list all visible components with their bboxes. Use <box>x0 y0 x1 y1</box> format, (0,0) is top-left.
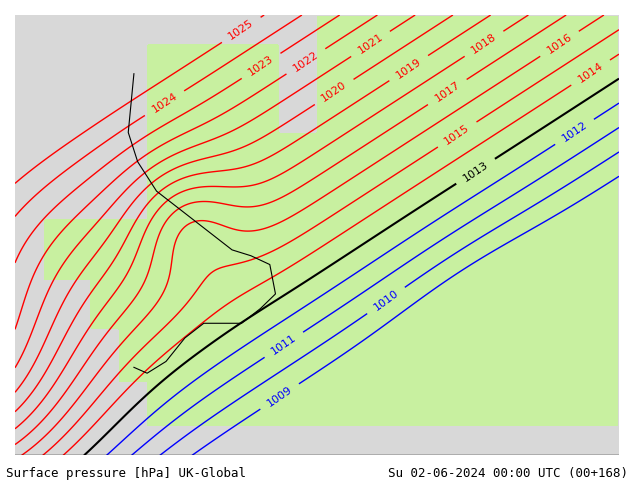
Text: 1018: 1018 <box>470 32 498 56</box>
Text: 1011: 1011 <box>269 333 298 357</box>
Text: 1016: 1016 <box>545 32 574 56</box>
Text: 1021: 1021 <box>356 32 385 56</box>
Text: 1019: 1019 <box>394 56 423 80</box>
Text: 1009: 1009 <box>265 384 294 409</box>
Text: 1024: 1024 <box>150 91 179 115</box>
Text: 1013: 1013 <box>461 159 490 183</box>
Text: 1012: 1012 <box>560 120 589 144</box>
Text: 1025: 1025 <box>227 18 256 42</box>
Text: Su 02-06-2024 00:00 UTC (00+168): Su 02-06-2024 00:00 UTC (00+168) <box>387 467 628 480</box>
Text: 1017: 1017 <box>433 80 462 104</box>
Text: Surface pressure [hPa] UK-Global: Surface pressure [hPa] UK-Global <box>6 467 247 480</box>
Text: 1015: 1015 <box>443 122 472 147</box>
Text: 1023: 1023 <box>247 54 276 78</box>
Text: 1022: 1022 <box>292 49 320 74</box>
Text: 1014: 1014 <box>576 60 605 85</box>
Text: 1010: 1010 <box>372 288 400 313</box>
Text: 1020: 1020 <box>320 80 349 104</box>
